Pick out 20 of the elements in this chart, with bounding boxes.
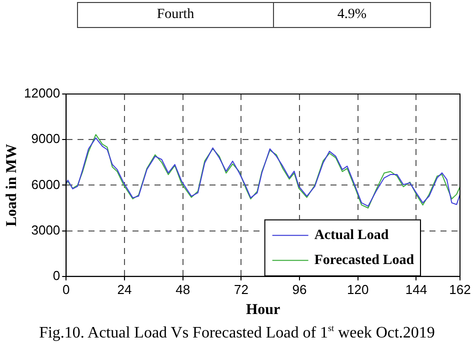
text: Fig.10. Actual Load Vs Forecasted Load of 1$^{st}$ week Oct.2019: [38, 323, 436, 342]
x-tick-label: 120: [347, 282, 369, 297]
y-tick-label: 6000: [31, 176, 60, 192]
y-tick-label: 12000: [24, 86, 60, 101]
y-tick-label: 0: [52, 268, 60, 283]
text: 4.9%: [273, 3, 430, 27]
x-axis-title: Hour: [246, 302, 280, 318]
x-tick-label: 24: [117, 282, 132, 297]
x-tick-label: 96: [292, 282, 307, 297]
x-tick-label: 48: [176, 282, 190, 297]
x-tick-label: 162: [449, 282, 471, 297]
x-tick-label: 0: [62, 282, 70, 297]
legend-label: Forecasted Load: [314, 253, 414, 268]
y-tick-label: 3000: [31, 222, 60, 238]
text: Fourth: [156, 6, 196, 24]
x-tick-label: 72: [234, 282, 248, 297]
y-tick-label: 9000: [31, 131, 60, 146]
x-tick-label: 144: [405, 282, 428, 297]
legend-label: Actual Load: [314, 228, 389, 244]
y-axis-title: Load in MW: [4, 144, 20, 226]
